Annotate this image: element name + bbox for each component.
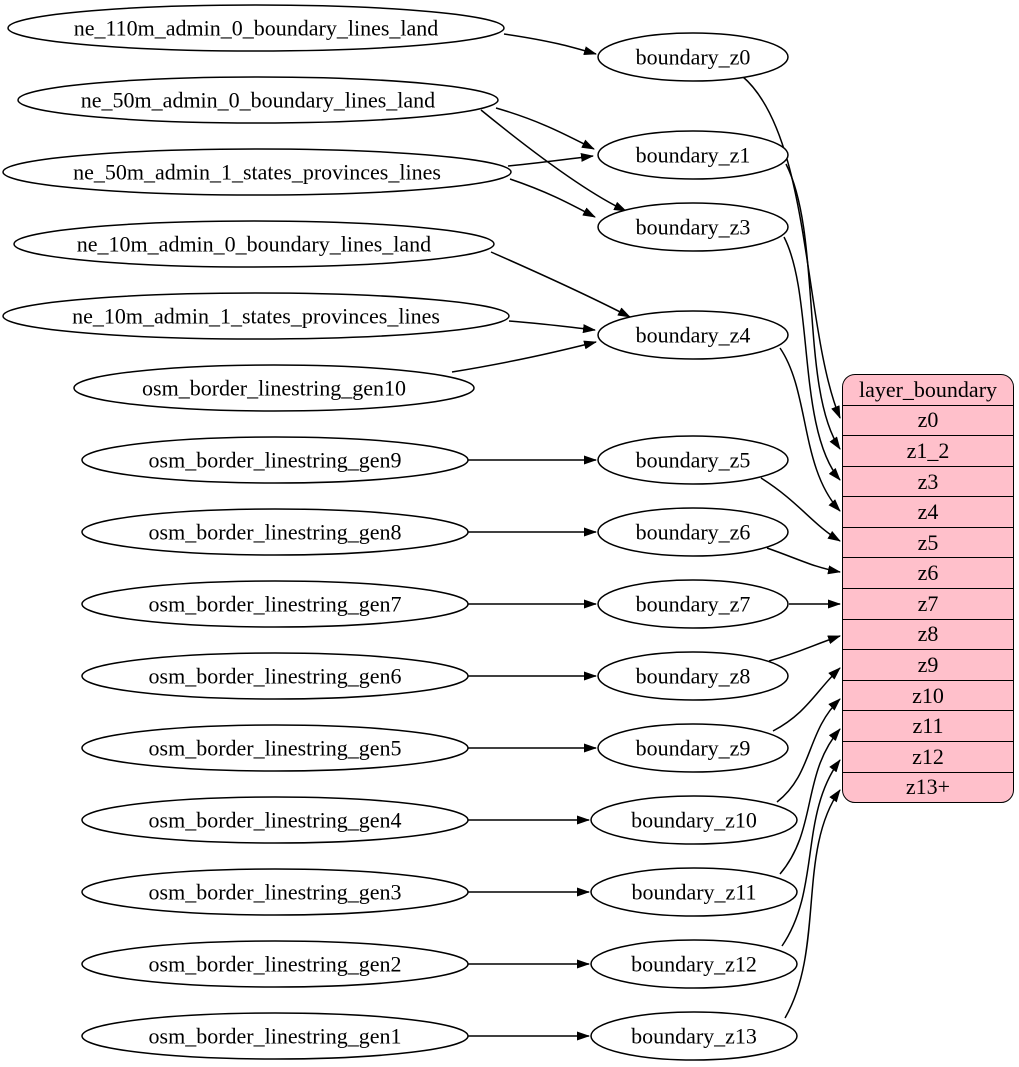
table-row-z8: z8 <box>843 618 1013 650</box>
svg-text:osm_border_linestring_gen1: osm_border_linestring_gen1 <box>149 1023 402 1048</box>
edges-transform-to-table <box>741 75 841 1019</box>
svg-text:boundary_z12: boundary_z12 <box>631 951 757 976</box>
node-boundary-z5: boundary_z5 <box>597 435 789 485</box>
svg-text:ne_50m_admin_0_boundary_lines_: ne_50m_admin_0_boundary_lines_land <box>81 87 435 112</box>
table-header: layer_boundary <box>858 376 998 402</box>
table-row-z13: z13+ <box>843 771 1013 802</box>
node-osm-border-linestring-gen5: osm_border_linestring_gen5 <box>81 724 469 772</box>
svg-text:osm_border_linestring_gen3: osm_border_linestring_gen3 <box>149 879 402 904</box>
edge-boundary-z6-to-row-z6 <box>766 547 841 575</box>
svg-text:boundary_z7: boundary_z7 <box>636 591 751 616</box>
node-boundary-z4: boundary_z4 <box>597 310 789 360</box>
svg-text:boundary_z3: boundary_z3 <box>636 214 751 239</box>
node-osm-border-linestring-gen10: osm_border_linestring_gen10 <box>73 364 475 412</box>
transform-nodes: boundary_z0 boundary_z1 boundary_z3 boun… <box>590 32 798 1061</box>
table-row-z11: z11 <box>843 710 1013 741</box>
svg-text:boundary_z10: boundary_z10 <box>631 807 757 832</box>
node-ne-110m-admin-0-boundary-lines-land: ne_110m_admin_0_boundary_lines_land <box>7 4 505 52</box>
node-osm-border-linestring-gen9: osm_border_linestring_gen9 <box>81 436 469 484</box>
node-boundary-z12: boundary_z12 <box>590 939 798 989</box>
table-row-z9: z9 <box>843 649 1013 680</box>
node-boundary-z8: boundary_z8 <box>597 651 789 701</box>
svg-text:osm_border_linestring_gen7: osm_border_linestring_gen7 <box>149 591 402 616</box>
node-osm-border-linestring-gen7: osm_border_linestring_gen7 <box>81 580 469 628</box>
table-row-z0: z0 <box>843 404 1013 436</box>
layer-boundary-table: layer_boundary z0 z1_2 z3 z4 z5 z6 z7 z8… <box>842 374 1014 803</box>
edge-ne50m0-to-boundary-z3 <box>480 109 627 212</box>
node-osm-border-linestring-gen4: osm_border_linestring_gen4 <box>81 796 469 844</box>
edge-gen10-to-boundary-z4 <box>451 340 597 373</box>
edge-boundary-z8-to-row-z8 <box>768 635 841 662</box>
node-boundary-z9: boundary_z9 <box>597 723 789 773</box>
node-ne-50m-admin-1-states-provinces-lines: ne_50m_admin_1_states_provinces_lines <box>2 148 512 196</box>
node-boundary-z10: boundary_z10 <box>590 795 798 845</box>
edge-boundary-z12-to-row-z12 <box>781 759 841 947</box>
node-boundary-z11: boundary_z11 <box>590 867 798 917</box>
svg-text:ne_10m_admin_0_boundary_lines_: ne_10m_admin_0_boundary_lines_land <box>77 231 431 256</box>
edge-ne50m1-to-boundary-z3 <box>509 178 596 218</box>
svg-text:ne_110m_admin_0_boundary_lines: ne_110m_admin_0_boundary_lines_land <box>74 15 439 40</box>
edge-boundary-z0-to-row-z0 <box>741 75 841 419</box>
svg-text:ne_10m_admin_1_states_province: ne_10m_admin_1_states_provinces_lines <box>72 303 440 328</box>
svg-text:ne_50m_admin_1_states_province: ne_50m_admin_1_states_provinces_lines <box>73 159 441 184</box>
source-nodes: ne_110m_admin_0_boundary_lines_land ne_5… <box>2 4 512 1060</box>
svg-text:boundary_z0: boundary_z0 <box>636 44 751 69</box>
svg-text:osm_border_linestring_gen2: osm_border_linestring_gen2 <box>149 951 402 976</box>
table-row-z10: z10 <box>843 679 1013 711</box>
svg-text:boundary_z11: boundary_z11 <box>631 879 756 904</box>
svg-text:osm_border_linestring_gen9: osm_border_linestring_gen9 <box>149 447 402 472</box>
node-boundary-z0: boundary_z0 <box>597 32 789 82</box>
node-boundary-z1: boundary_z1 <box>597 130 789 180</box>
node-osm-border-linestring-gen3: osm_border_linestring_gen3 <box>81 868 469 916</box>
node-ne-50m-admin-0-boundary-lines-land: ne_50m_admin_0_boundary_lines_land <box>17 76 499 124</box>
node-boundary-z6: boundary_z6 <box>597 507 789 557</box>
node-osm-border-linestring-gen1: osm_border_linestring_gen1 <box>81 1012 469 1060</box>
table-row-z7: z7 <box>843 588 1013 619</box>
table-row-z6: z6 <box>843 557 1013 588</box>
svg-text:boundary_z9: boundary_z9 <box>636 735 751 760</box>
node-osm-border-linestring-gen8: osm_border_linestring_gen8 <box>81 508 469 556</box>
svg-text:boundary_z6: boundary_z6 <box>636 519 751 544</box>
edges-source-to-transform <box>451 33 631 1041</box>
table-row-z3: z3 <box>843 465 1013 497</box>
edge-ne10m1-to-boundary-z4 <box>508 320 596 334</box>
edge-boundary-z11-to-row-z11 <box>779 728 841 875</box>
edge-boundary-z4-to-row-z4 <box>779 347 841 512</box>
edge-boundary-z13-to-row-z13 <box>784 789 841 1019</box>
table-row-z12: z12 <box>843 740 1013 772</box>
node-ne-10m-admin-1-states-provinces-lines: ne_10m_admin_1_states_provinces_lines <box>2 292 510 340</box>
node-boundary-z3: boundary_z3 <box>597 202 789 252</box>
node-boundary-z13: boundary_z13 <box>590 1011 798 1061</box>
svg-text:osm_border_linestring_gen10: osm_border_linestring_gen10 <box>142 375 406 400</box>
svg-text:osm_border_linestring_gen5: osm_border_linestring_gen5 <box>149 735 402 760</box>
edge-ne50m1-to-boundary-z1 <box>507 152 594 167</box>
svg-text:boundary_z8: boundary_z8 <box>636 663 751 688</box>
node-ne-10m-admin-0-boundary-lines-land: ne_10m_admin_0_boundary_lines_land <box>13 220 495 268</box>
edge-ne10m0-to-boundary-z4 <box>490 251 631 318</box>
edge-boundary-z1-to-row-z1-2 <box>785 163 841 450</box>
svg-text:boundary_z4: boundary_z4 <box>636 322 751 347</box>
edge-boundary-z10-to-row-z10 <box>776 698 841 803</box>
edge-boundary-z5-to-row-z5 <box>760 477 841 542</box>
node-osm-border-linestring-gen6: osm_border_linestring_gen6 <box>81 652 469 700</box>
svg-text:boundary_z5: boundary_z5 <box>636 447 751 472</box>
table-row-z1-2: z1_2 <box>843 435 1013 466</box>
svg-text:osm_border_linestring_gen8: osm_border_linestring_gen8 <box>149 519 402 544</box>
edge-boundary-z3-to-row-z3 <box>783 236 841 481</box>
table-row-z5: z5 <box>843 526 1013 558</box>
svg-text:osm_border_linestring_gen6: osm_border_linestring_gen6 <box>149 663 402 688</box>
edge-ne50m0-to-boundary-z1 <box>495 107 595 150</box>
edge-ne110m-to-boundary-z0 <box>503 33 597 55</box>
edge-boundary-z9-to-row-z9 <box>772 667 841 732</box>
node-osm-border-linestring-gen2: osm_border_linestring_gen2 <box>81 940 469 988</box>
node-boundary-z7: boundary_z7 <box>597 579 789 629</box>
svg-text:boundary_z1: boundary_z1 <box>636 142 751 167</box>
table-row-z4: z4 <box>843 496 1013 527</box>
svg-text:boundary_z13: boundary_z13 <box>631 1023 757 1048</box>
svg-text:osm_border_linestring_gen4: osm_border_linestring_gen4 <box>149 807 402 832</box>
